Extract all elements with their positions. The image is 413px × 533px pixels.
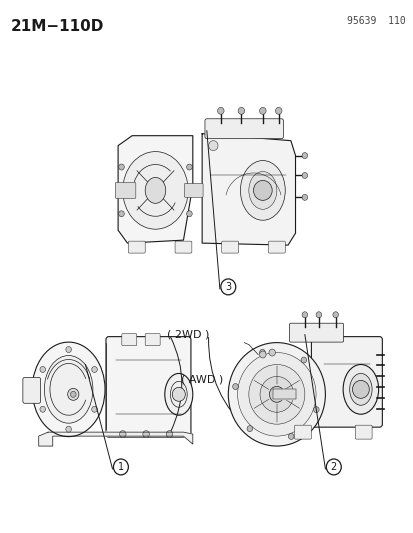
Circle shape (248, 365, 304, 424)
Circle shape (208, 141, 218, 151)
FancyBboxPatch shape (204, 119, 282, 139)
FancyBboxPatch shape (354, 425, 371, 439)
Circle shape (119, 211, 124, 217)
Polygon shape (202, 134, 295, 245)
Circle shape (332, 312, 338, 318)
FancyBboxPatch shape (221, 241, 238, 253)
Text: 2: 2 (330, 462, 336, 472)
Circle shape (91, 406, 97, 412)
Circle shape (70, 391, 76, 397)
Circle shape (315, 312, 321, 318)
Ellipse shape (240, 160, 285, 220)
FancyBboxPatch shape (128, 241, 145, 253)
Circle shape (172, 387, 185, 401)
Circle shape (351, 381, 368, 398)
FancyBboxPatch shape (184, 183, 203, 197)
Circle shape (113, 459, 128, 475)
Circle shape (313, 407, 318, 413)
Circle shape (66, 346, 71, 352)
Circle shape (119, 164, 124, 170)
Circle shape (247, 426, 252, 432)
Circle shape (217, 107, 223, 114)
Circle shape (220, 279, 235, 295)
Ellipse shape (164, 374, 192, 415)
FancyBboxPatch shape (289, 323, 343, 342)
Ellipse shape (349, 374, 371, 405)
Ellipse shape (342, 365, 378, 414)
FancyBboxPatch shape (115, 182, 135, 198)
Circle shape (275, 107, 281, 114)
Circle shape (237, 107, 244, 114)
Circle shape (40, 367, 45, 373)
Circle shape (166, 431, 172, 438)
Circle shape (300, 357, 306, 363)
Polygon shape (118, 136, 192, 243)
Circle shape (237, 352, 315, 436)
Circle shape (253, 181, 271, 200)
Text: ( AWD ): ( AWD ) (180, 375, 223, 384)
Circle shape (186, 164, 192, 170)
FancyBboxPatch shape (145, 334, 160, 345)
Circle shape (186, 211, 192, 217)
Circle shape (288, 433, 293, 439)
Circle shape (66, 426, 71, 432)
Ellipse shape (44, 356, 93, 423)
Ellipse shape (248, 172, 276, 209)
Circle shape (325, 459, 340, 475)
Circle shape (228, 343, 325, 446)
Circle shape (119, 431, 126, 438)
Text: 95639  110: 95639 110 (346, 17, 405, 26)
FancyBboxPatch shape (106, 337, 190, 437)
Circle shape (259, 107, 266, 114)
Text: 21M−110D: 21M−110D (11, 19, 104, 34)
Polygon shape (39, 432, 192, 446)
Circle shape (142, 431, 149, 438)
FancyBboxPatch shape (268, 241, 285, 253)
Ellipse shape (145, 177, 165, 203)
Text: ( 2WD ): ( 2WD ) (166, 330, 209, 340)
FancyBboxPatch shape (311, 337, 382, 427)
Circle shape (91, 367, 97, 373)
Circle shape (259, 349, 265, 356)
Ellipse shape (32, 342, 105, 437)
Circle shape (301, 195, 307, 200)
Circle shape (67, 389, 79, 400)
Circle shape (259, 376, 293, 412)
Circle shape (269, 386, 284, 402)
Circle shape (232, 384, 238, 390)
Circle shape (301, 312, 307, 318)
FancyBboxPatch shape (294, 425, 311, 439)
Text: 3: 3 (225, 282, 231, 292)
FancyBboxPatch shape (175, 241, 191, 253)
Ellipse shape (123, 151, 188, 229)
Circle shape (301, 173, 307, 179)
FancyBboxPatch shape (23, 377, 40, 403)
FancyBboxPatch shape (121, 334, 136, 345)
Text: 1: 1 (118, 462, 123, 472)
Circle shape (301, 152, 307, 158)
Circle shape (268, 349, 275, 356)
Circle shape (259, 351, 266, 358)
Circle shape (40, 406, 45, 412)
Polygon shape (273, 389, 295, 399)
